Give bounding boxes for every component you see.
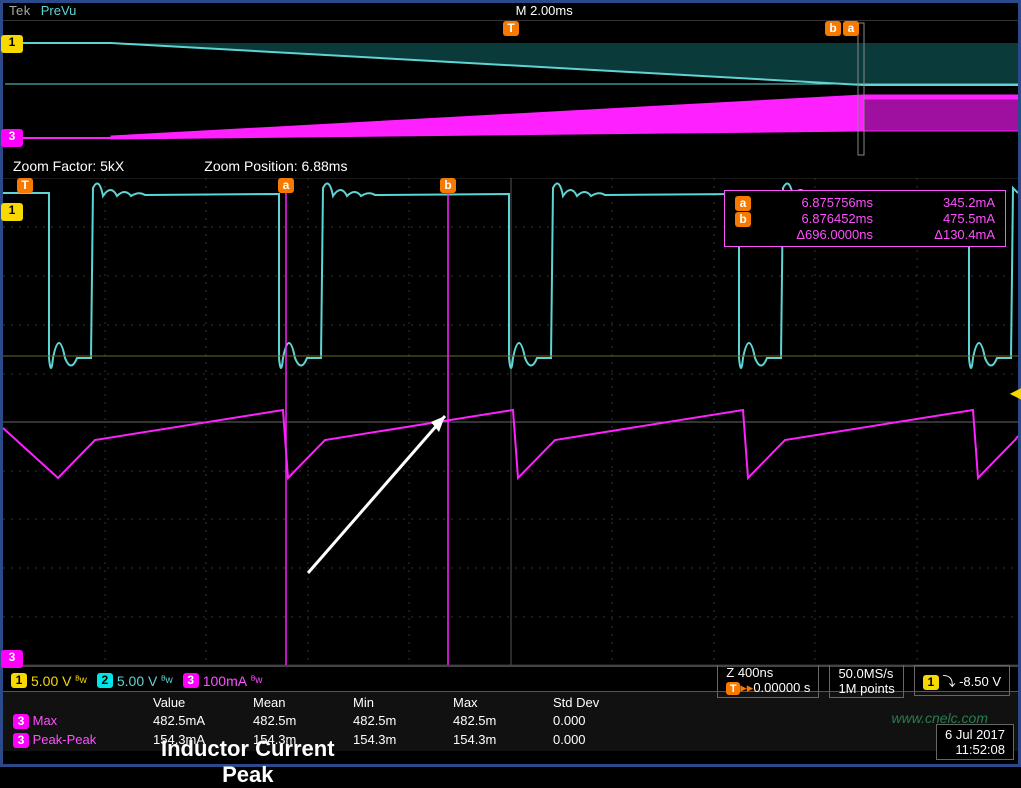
trigger-level-icon[interactable]: ◀: [1010, 383, 1021, 403]
cursor-a-main[interactable]: a: [278, 178, 294, 193]
zoom-info-bar: Zoom Factor: 5kX Zoom Position: 6.88ms: [3, 156, 1018, 178]
watermark: www.cnelc.com: [892, 710, 988, 726]
bottom-panel: 1 5.00 V ᴮw 2 5.00 V ᴮw 3 100mA ᴮw Z 400…: [3, 665, 1018, 759]
ch3-marker-overview: 3: [1, 129, 23, 147]
ch1-ref-marker: 1: [1, 203, 23, 221]
stat-ch-badge: 3: [13, 714, 29, 729]
ch1-bw-icon: ᴮw: [75, 675, 86, 686]
zoom-factor: Zoom Factor: 5kX: [13, 158, 124, 176]
cursor-a-value: 345.2mA: [895, 195, 995, 211]
stats-row-1: 3 Max 482.5mA 482.5m 482.5m 482.5m 0.000: [3, 713, 1018, 732]
main-timebase: M 2.00ms: [516, 3, 573, 20]
ch1-scale[interactable]: 1 5.00 V ᴮw: [11, 673, 87, 689]
main-waveform-view[interactable]: T a b 1 3 ◀ a 6.875756ms 345.2mA b 6.876…: [3, 178, 1018, 665]
ch1-badge: 1: [11, 673, 27, 688]
cursor-b-time: 6.876452ms: [773, 211, 873, 227]
annotation-label: Inductor Current Peak: [161, 736, 335, 788]
t-marker-icon: T: [503, 21, 519, 36]
ch2-badge: 2: [97, 673, 113, 688]
cursor-a-time: 6.875756ms: [773, 195, 873, 211]
brand-label: Tek: [9, 3, 31, 20]
ch2-bw-icon: ᴮw: [161, 675, 172, 686]
falling-edge-icon: ⤵: [942, 675, 955, 690]
cursor-b-value: 475.5mA: [895, 211, 995, 227]
ch1-marker-overview: 1: [1, 35, 23, 53]
cursor-a-marker[interactable]: a: [843, 21, 859, 36]
ch2-scale[interactable]: 2 5.00 V ᴮw: [97, 673, 173, 689]
ch3-bw-icon: ᴮw: [251, 675, 262, 686]
datetime-box: 6 Jul 2017 11:52:08: [936, 724, 1014, 760]
sample-rate-box: 50.0MS/s 1M points: [829, 664, 903, 698]
t-offset-icon: T: [726, 682, 740, 695]
cursor-b-icon: b: [735, 212, 751, 227]
trigger-box[interactable]: 1 ⤵ -8.50 V: [914, 665, 1010, 696]
trig-ch-badge: 1: [923, 675, 939, 690]
acq-mode: PreVu: [41, 3, 77, 20]
cursor-b-marker[interactable]: b: [825, 21, 841, 36]
cursor-readout-box: a 6.875756ms 345.2mA b 6.876452ms 475.5m…: [724, 190, 1006, 247]
trigger-level: -8.50 V: [959, 674, 1001, 689]
cursor-a-icon: a: [735, 196, 751, 211]
ch3-scale[interactable]: 3 100mA ᴮw: [183, 673, 263, 689]
ch3-ref-marker: 3: [1, 650, 23, 668]
cursor-delta-v: Δ130.4mA: [895, 227, 995, 242]
channel-scale-row: 1 5.00 V ᴮw 2 5.00 V ᴮw 3 100mA ᴮw Z 400…: [3, 667, 1018, 691]
overview-strip: T b a 1 3: [3, 21, 1018, 156]
zoom-position: Zoom Position: 6.88ms: [204, 158, 347, 176]
overview-plot: [3, 21, 1018, 156]
cursor-b-main[interactable]: b: [440, 178, 456, 193]
stat-ch-badge-2: 3: [13, 733, 29, 748]
top-status-bar: Tek PreVu M 2.00ms: [3, 3, 1018, 21]
t-marker-main: T: [17, 178, 33, 193]
ch3-badge: 3: [183, 673, 199, 688]
main-plot: [3, 178, 1018, 665]
stats-row-2: 3 Peak-Peak 154.3mA 154.3m 154.3m 154.3m…: [3, 732, 1018, 751]
cursor-delta-t: Δ696.0000ns: [773, 227, 873, 242]
z-timebase-box: Z 400ns T▸▸0.00000 s: [717, 663, 819, 698]
